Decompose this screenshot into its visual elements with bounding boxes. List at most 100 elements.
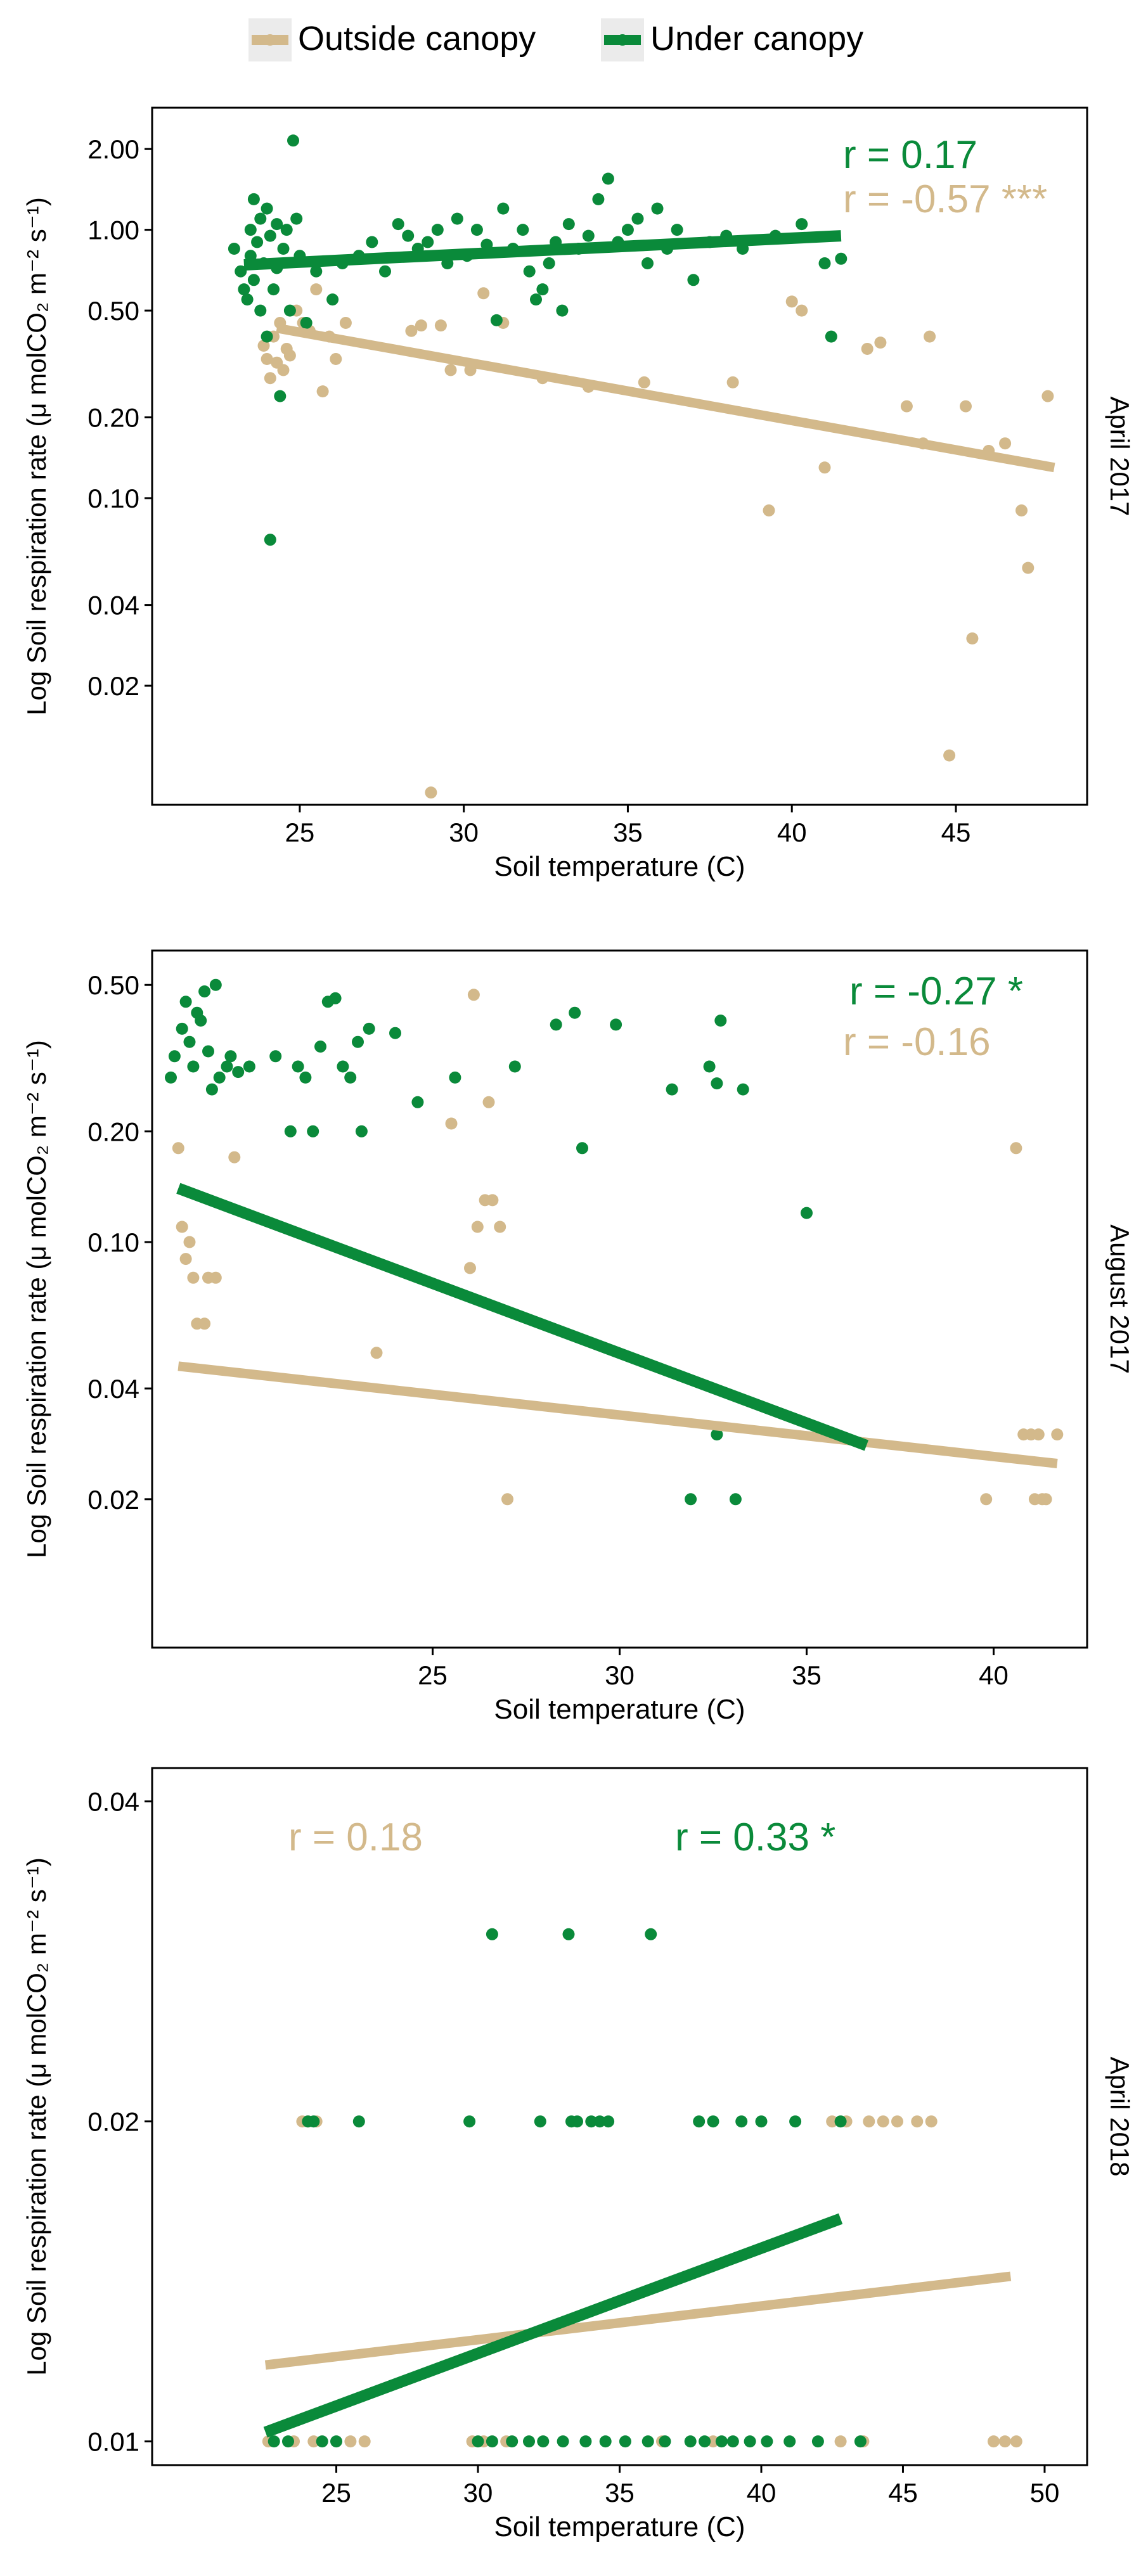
data-point-outside (471, 1221, 484, 1233)
x-tick-label: 25 (321, 2478, 351, 2508)
data-point-under (619, 2435, 631, 2448)
data-point-under (244, 224, 257, 236)
y-tick-label: 0.50 (87, 296, 139, 326)
legend-item-outside: Outside canopy (248, 18, 536, 61)
data-point-outside (482, 1096, 495, 1108)
data-point-under (659, 2435, 671, 2448)
data-point-outside (785, 295, 798, 308)
data-point-outside (444, 364, 457, 376)
data-point-under (490, 314, 503, 326)
data-point-under (183, 1035, 196, 1048)
data-point-under (645, 1928, 657, 1940)
data-point-under (264, 534, 276, 546)
data-point-under (801, 1207, 813, 1219)
data-point-outside (405, 324, 418, 337)
data-point-outside (1051, 1428, 1064, 1441)
data-point-under (641, 2435, 654, 2448)
data-point-outside (1041, 390, 1054, 402)
data-point-under (523, 265, 536, 278)
chart-panel-april-2017: 0.02 0.04 0.10 0.20 0.50 1.00 2.00 25 30 35 40 45 So… (0, 76, 1141, 913)
data-point-under (269, 1050, 282, 1063)
data-point-outside (818, 461, 831, 474)
y-tick-label: 0.02 (87, 2107, 139, 2137)
data-point-under (274, 390, 287, 402)
data-point-under (610, 1018, 622, 1031)
data-point-under (221, 1060, 233, 1073)
data-point-outside (467, 989, 480, 1001)
fit-line-outside (276, 323, 1055, 473)
y-tick-label: 0.50 (87, 970, 139, 1000)
data-point-under (562, 1928, 575, 1940)
data-point-outside (1015, 504, 1028, 516)
data-point-under (198, 985, 211, 997)
data-point-under (486, 2435, 498, 2448)
y-axis-title: Log Soil respiration rate (μ molCO₂ m⁻² … (22, 1040, 51, 1558)
data-point-under (337, 1060, 349, 1073)
x-axis: 25 30 35 40 45 (285, 805, 970, 847)
data-point-outside (966, 632, 979, 644)
data-point-under (392, 218, 404, 231)
x-tick-label: 45 (888, 2478, 918, 2508)
legend-key-point-outside (264, 34, 276, 46)
series-outside-points (257, 283, 1054, 799)
y-tick-label: 0.20 (87, 403, 139, 433)
data-point-under (543, 257, 555, 269)
data-point-under (235, 265, 247, 278)
data-point-under (585, 2115, 598, 2128)
x-tick-label: 25 (285, 817, 315, 847)
data-point-under (247, 274, 260, 286)
data-point-under (599, 2435, 612, 2448)
data-point-under (472, 2435, 484, 2448)
data-point-under (684, 2435, 697, 2448)
data-point-outside (330, 353, 342, 365)
data-point-under (834, 2115, 847, 2128)
fit-line-outside (177, 1361, 1058, 1468)
data-point-under (707, 2115, 719, 2128)
correlation-annotation-outside: r = -0.57 *** (843, 177, 1047, 221)
data-point-under (523, 2435, 535, 2448)
data-point-outside (344, 2435, 357, 2448)
facet-label: April 2017 (1105, 396, 1135, 516)
data-point-outside (501, 1493, 513, 1506)
data-point-under (179, 996, 192, 1008)
data-point-outside (209, 1271, 222, 1284)
data-point-under (714, 1015, 727, 1027)
data-point-under (517, 224, 529, 236)
data-point-outside (861, 343, 873, 355)
data-point-under (486, 1928, 498, 1940)
data-point-under (209, 978, 222, 991)
data-point-under (571, 2115, 583, 2128)
data-point-under (202, 1045, 214, 1058)
data-point-under (232, 1066, 245, 1079)
data-point-under (602, 172, 614, 185)
data-point-outside (494, 1221, 506, 1233)
data-point-under (602, 2115, 615, 2128)
data-point-under (344, 1071, 357, 1084)
data-point-outside (834, 2435, 847, 2448)
data-point-under (284, 1125, 297, 1137)
data-point-under (290, 212, 303, 225)
x-axis-title: Soil temperature (C) (494, 1694, 745, 1725)
data-point-under (282, 2435, 294, 2448)
data-point-under (685, 1493, 697, 1506)
x-axis: 25 30 35 40 45 50 (321, 2465, 1059, 2508)
data-point-under (703, 1060, 716, 1073)
fit-line-under (176, 1182, 869, 1451)
data-point-outside (877, 2115, 889, 2128)
y-tick-label: 0.01 (87, 2427, 139, 2457)
data-point-under (569, 1006, 581, 1019)
fit-line-under (243, 230, 842, 271)
legend-label-outside: Outside canopy (298, 20, 536, 58)
data-point-under (254, 304, 267, 317)
correlation-annotation-under: r = -0.27 * (849, 970, 1023, 1013)
correlation-annotation-outside: r = 0.18 (288, 1816, 423, 1859)
data-point-under (737, 1083, 749, 1096)
data-point-under (287, 134, 299, 147)
data-point-under (536, 283, 549, 296)
data-point-under (326, 293, 339, 306)
x-tick-label: 40 (979, 1660, 1009, 1690)
data-point-under (379, 265, 391, 278)
y-tick-label: 0.04 (87, 1374, 139, 1404)
data-point-under (593, 2115, 606, 2128)
data-point-under (687, 274, 700, 286)
